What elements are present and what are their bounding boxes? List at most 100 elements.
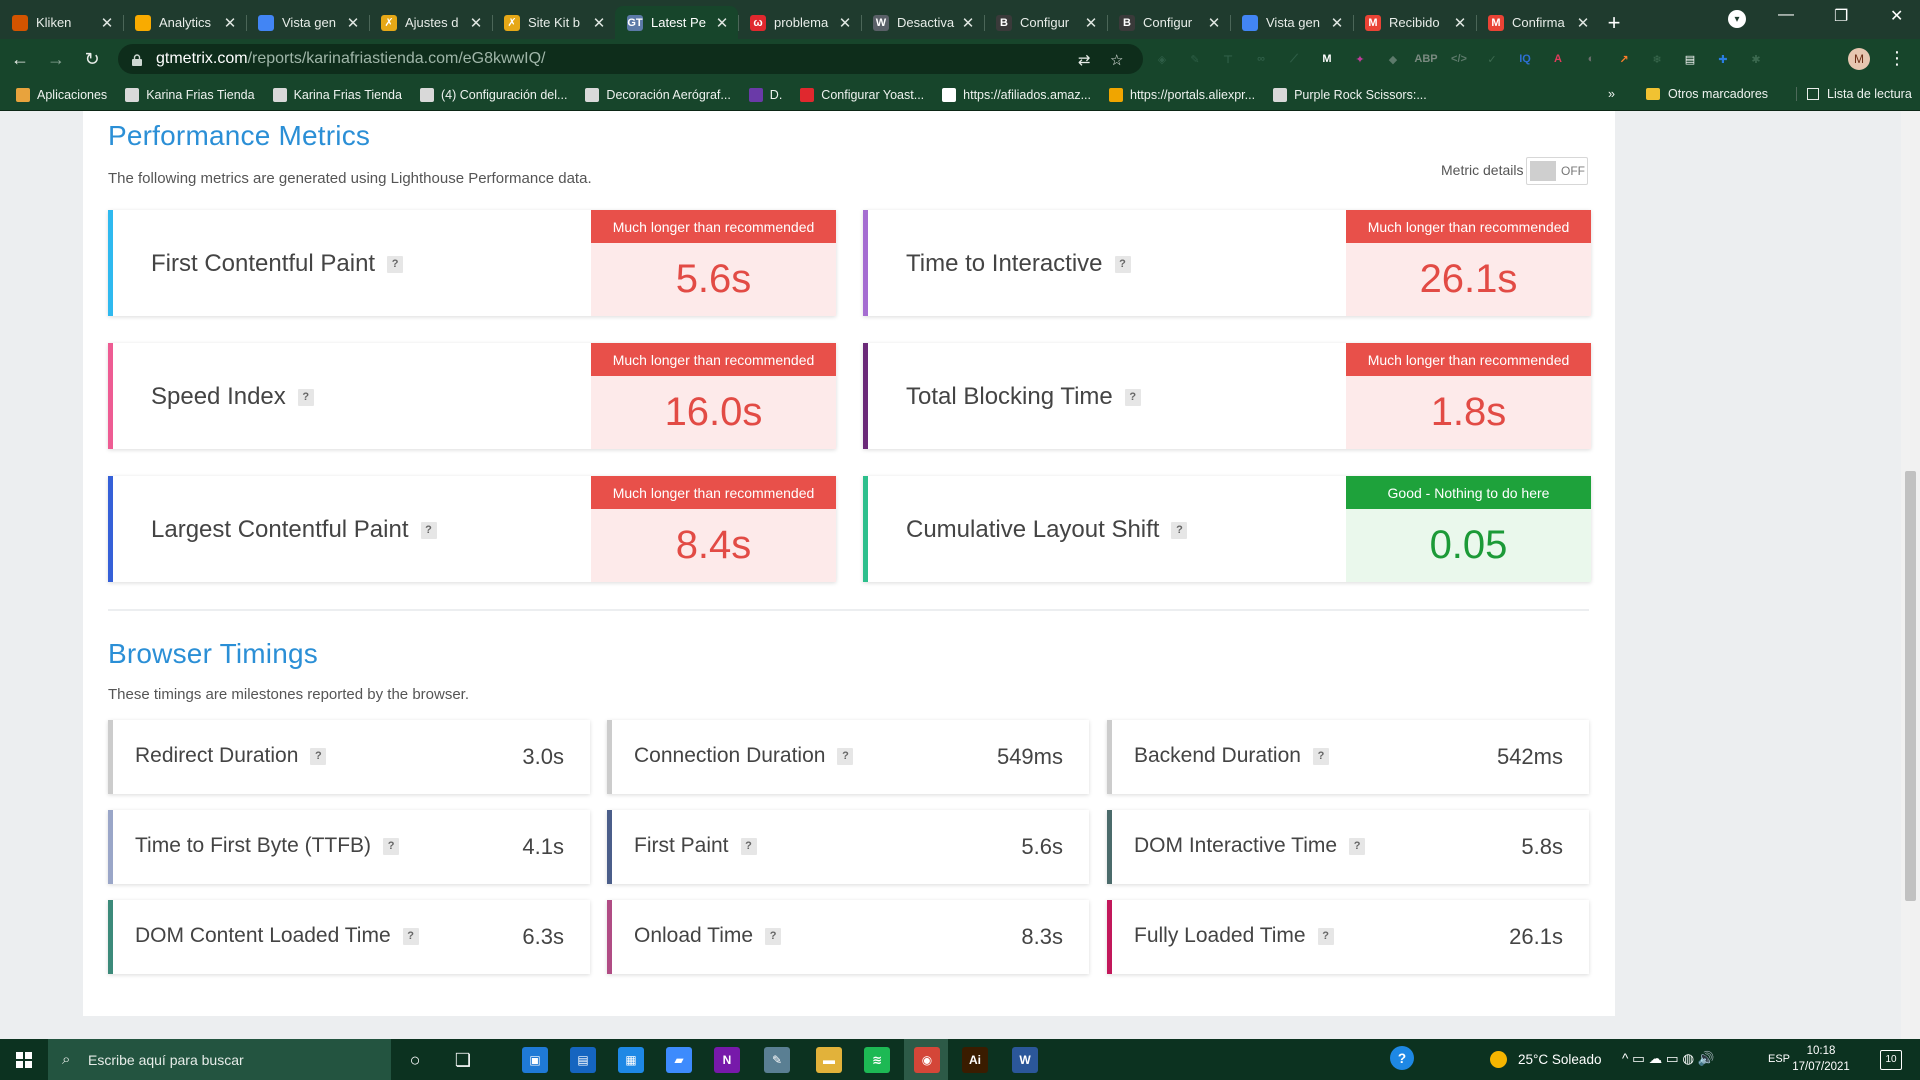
bookmark-item[interactable]: Purple Rock Scissors:...: [1273, 88, 1427, 102]
browser-tab[interactable]: Analytics ✕: [123, 6, 246, 39]
extension-icon[interactable]: ⟋: [1290, 52, 1298, 65]
browser-tab[interactable]: Vista gen ✕: [246, 6, 369, 39]
address-bar[interactable]: gtmetrix.com /reports/karinafriastienda.…: [118, 44, 1143, 74]
browser-tab[interactable]: Vista gen ✕: [1230, 6, 1353, 39]
help-icon[interactable]: ?: [1317, 927, 1334, 945]
browser-tab[interactable]: M Confirma ✕: [1476, 6, 1599, 39]
browser-tab[interactable]: M Recibido ✕: [1353, 6, 1476, 39]
help-icon[interactable]: ?: [310, 747, 327, 765]
taskbar-app-explorer-icon[interactable]: ▬: [816, 1047, 842, 1073]
extension-icon[interactable]: ∞: [1257, 53, 1265, 65]
restore-icon[interactable]: ❐: [1834, 8, 1849, 25]
help-icon[interactable]: ?: [402, 927, 419, 945]
extension-icon[interactable]: ◈: [1157, 53, 1167, 66]
browser-tab[interactable]: ✗ Site Kit b ✕: [492, 6, 615, 39]
bookmark-item[interactable]: https://afiliados.amaz...: [942, 88, 1091, 102]
reading-list-button[interactable]: Lista de lectura: [1796, 87, 1912, 101]
back-button[interactable]: ←: [11, 49, 29, 69]
extension-icon[interactable]: ✱: [1751, 53, 1761, 66]
bookmark-other-folder[interactable]: Otros marcadores: [1646, 87, 1768, 101]
weather-text[interactable]: 25°C Soleado: [1518, 1052, 1602, 1067]
extension-icon[interactable]: ▤: [1684, 53, 1696, 66]
tab-close-icon[interactable]: ✕: [838, 14, 852, 32]
extension-icon[interactable]: ↗: [1619, 53, 1629, 66]
help-icon[interactable]: ?: [1312, 747, 1329, 765]
bookmark-star-icon[interactable]: ☆: [1110, 52, 1124, 69]
windows-start-icon[interactable]: [16, 1052, 32, 1068]
help-icon[interactable]: ?: [765, 927, 782, 945]
page-scrollbar[interactable]: [1901, 111, 1920, 1039]
tab-close-icon[interactable]: ✕: [469, 14, 483, 32]
bookmark-item[interactable]: Karina Frias Tienda: [272, 88, 402, 102]
help-icon[interactable]: ?: [837, 747, 854, 765]
browser-tab[interactable]: B Configur ✕: [984, 6, 1107, 39]
help-icon[interactable]: ?: [1124, 388, 1141, 406]
bookmark-item[interactable]: (4) Configuración del...: [419, 88, 567, 102]
tab-close-icon[interactable]: ✕: [346, 14, 360, 32]
help-icon[interactable]: ?: [420, 521, 437, 539]
notifications-icon[interactable]: 10: [1880, 1050, 1902, 1070]
bookmark-item[interactable]: Decoración Aerógraf...: [585, 88, 731, 102]
taskbar-app-calendar-icon[interactable]: ▦: [618, 1047, 644, 1073]
browser-tab[interactable]: GT Latest Pe ✕: [615, 6, 738, 39]
tab-close-icon[interactable]: ✕: [715, 14, 729, 32]
extension-icon[interactable]: ◆: [1388, 53, 1398, 66]
help-icon[interactable]: ?: [297, 388, 314, 406]
language-indicator[interactable]: ESP: [1768, 1053, 1791, 1065]
help-icon[interactable]: ?: [740, 837, 757, 855]
help-icon[interactable]: ?: [1171, 521, 1188, 539]
extension-icon[interactable]: M: [1322, 53, 1332, 65]
browser-tab[interactable]: ω problema ✕: [738, 6, 861, 39]
taskbar-app-spotify-icon[interactable]: ≋: [864, 1047, 890, 1073]
taskbar-app-store-icon[interactable]: ▤: [570, 1047, 596, 1073]
help-icon[interactable]: ?: [383, 837, 400, 855]
taskbar-app-onenote-icon[interactable]: N: [714, 1047, 740, 1073]
forward-button[interactable]: →: [47, 49, 65, 69]
extension-icon[interactable]: ABP: [1414, 53, 1438, 65]
reload-button[interactable]: ↻: [84, 49, 100, 69]
clock[interactable]: 10:18 17/07/2021: [1782, 1043, 1860, 1075]
extension-icon[interactable]: ✓: [1487, 53, 1497, 66]
tab-close-icon[interactable]: ✕: [100, 14, 114, 32]
taskbar-app-illustrator-icon[interactable]: Ai: [962, 1047, 988, 1073]
browser-tab[interactable]: ✗ Ajustes d ✕: [369, 6, 492, 39]
tab-close-icon[interactable]: ✕: [1084, 14, 1098, 32]
browser-menu-icon[interactable]: ⋮: [1888, 48, 1906, 68]
scrollbar-thumb[interactable]: [1905, 471, 1916, 901]
tab-close-icon[interactable]: ✕: [1453, 14, 1467, 32]
minimize-icon[interactable]: —: [1778, 6, 1794, 23]
help-icon[interactable]: ?: [1114, 255, 1131, 273]
extension-icon[interactable]: IQ: [1519, 53, 1531, 65]
extension-icon[interactable]: ◐: [1587, 53, 1595, 65]
profile-avatar[interactable]: M: [1848, 48, 1870, 70]
extension-icon[interactable]: ✎: [1190, 53, 1200, 66]
browser-tab[interactable]: W Desactiva ✕: [861, 6, 984, 39]
tab-close-icon[interactable]: ✕: [961, 14, 975, 32]
close-window-icon[interactable]: ✕: [1890, 8, 1904, 25]
tab-close-icon[interactable]: ✕: [1207, 14, 1221, 32]
help-icon[interactable]: ?: [1349, 837, 1366, 855]
taskbar-app-cortana-icon[interactable]: ○: [409, 1049, 421, 1070]
taskbar-app-files-icon[interactable]: ▰: [666, 1047, 692, 1073]
help-icon[interactable]: ?: [387, 255, 404, 273]
taskbar-app-pen-icon[interactable]: ✎: [764, 1047, 790, 1073]
bookmark-item[interactable]: Aplicaciones: [16, 88, 107, 102]
bookmark-item[interactable]: Configurar Yoast...: [800, 88, 924, 102]
bookmark-item[interactable]: https://portals.aliexpr...: [1109, 88, 1255, 102]
extension-icon[interactable]: ✚: [1718, 53, 1728, 66]
tab-close-icon[interactable]: ✕: [1576, 14, 1590, 32]
taskbar-search[interactable]: ⌕ Escribe aquí para buscar: [48, 1039, 391, 1080]
metric-details-toggle[interactable]: OFF: [1526, 157, 1588, 185]
browser-tab[interactable]: B Configur ✕: [1107, 6, 1230, 39]
tab-close-icon[interactable]: ✕: [1330, 14, 1344, 32]
tab-search-icon[interactable]: ▾: [1728, 10, 1746, 28]
new-tab-button[interactable]: +: [1607, 9, 1621, 35]
taskbar-app-word-icon[interactable]: W: [1012, 1047, 1038, 1073]
tab-close-icon[interactable]: ✕: [592, 14, 606, 32]
extension-icon[interactable]: ❄: [1652, 53, 1662, 66]
tab-close-icon[interactable]: ✕: [223, 14, 237, 32]
extension-icon[interactable]: ⊤: [1222, 53, 1234, 66]
extension-icon[interactable]: ✦: [1355, 53, 1365, 66]
bookmark-item[interactable]: D.: [748, 88, 782, 102]
extension-icon[interactable]: A: [1554, 53, 1562, 65]
